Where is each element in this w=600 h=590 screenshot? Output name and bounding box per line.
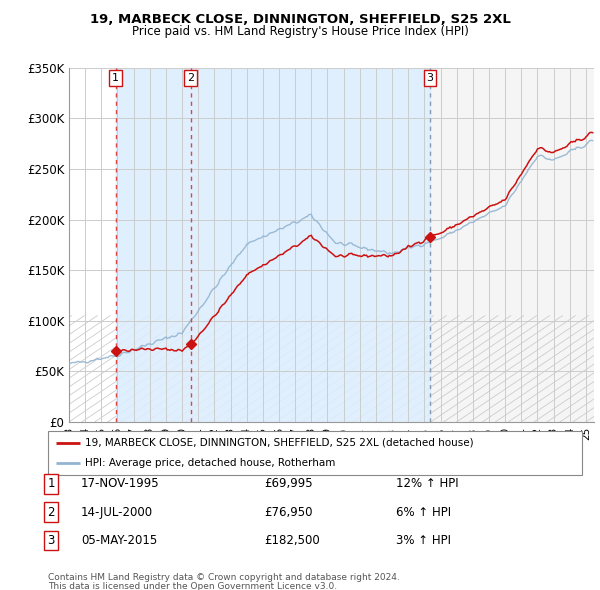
Text: Price paid vs. HM Land Registry's House Price Index (HPI): Price paid vs. HM Land Registry's House … bbox=[131, 25, 469, 38]
Text: 2: 2 bbox=[187, 73, 194, 83]
Text: 3: 3 bbox=[47, 534, 55, 547]
Text: 05-MAY-2015: 05-MAY-2015 bbox=[81, 534, 157, 547]
Text: 12% ↑ HPI: 12% ↑ HPI bbox=[396, 477, 458, 490]
Text: 1: 1 bbox=[112, 73, 119, 83]
Text: 1: 1 bbox=[47, 477, 55, 490]
Text: 19, MARBECK CLOSE, DINNINGTON, SHEFFIELD, S25 2XL (detached house): 19, MARBECK CLOSE, DINNINGTON, SHEFFIELD… bbox=[85, 438, 474, 448]
Text: 2: 2 bbox=[47, 506, 55, 519]
Text: £76,950: £76,950 bbox=[264, 506, 313, 519]
Text: 3: 3 bbox=[427, 73, 433, 83]
Text: 19, MARBECK CLOSE, DINNINGTON, SHEFFIELD, S25 2XL: 19, MARBECK CLOSE, DINNINGTON, SHEFFIELD… bbox=[89, 13, 511, 26]
Text: 3% ↑ HPI: 3% ↑ HPI bbox=[396, 534, 451, 547]
Text: Contains HM Land Registry data © Crown copyright and database right 2024.: Contains HM Land Registry data © Crown c… bbox=[48, 573, 400, 582]
Text: £182,500: £182,500 bbox=[264, 534, 320, 547]
Text: 17-NOV-1995: 17-NOV-1995 bbox=[81, 477, 160, 490]
Text: £69,995: £69,995 bbox=[264, 477, 313, 490]
Text: 6% ↑ HPI: 6% ↑ HPI bbox=[396, 506, 451, 519]
Text: HPI: Average price, detached house, Rotherham: HPI: Average price, detached house, Roth… bbox=[85, 458, 336, 468]
Text: This data is licensed under the Open Government Licence v3.0.: This data is licensed under the Open Gov… bbox=[48, 582, 337, 590]
Text: 14-JUL-2000: 14-JUL-2000 bbox=[81, 506, 153, 519]
